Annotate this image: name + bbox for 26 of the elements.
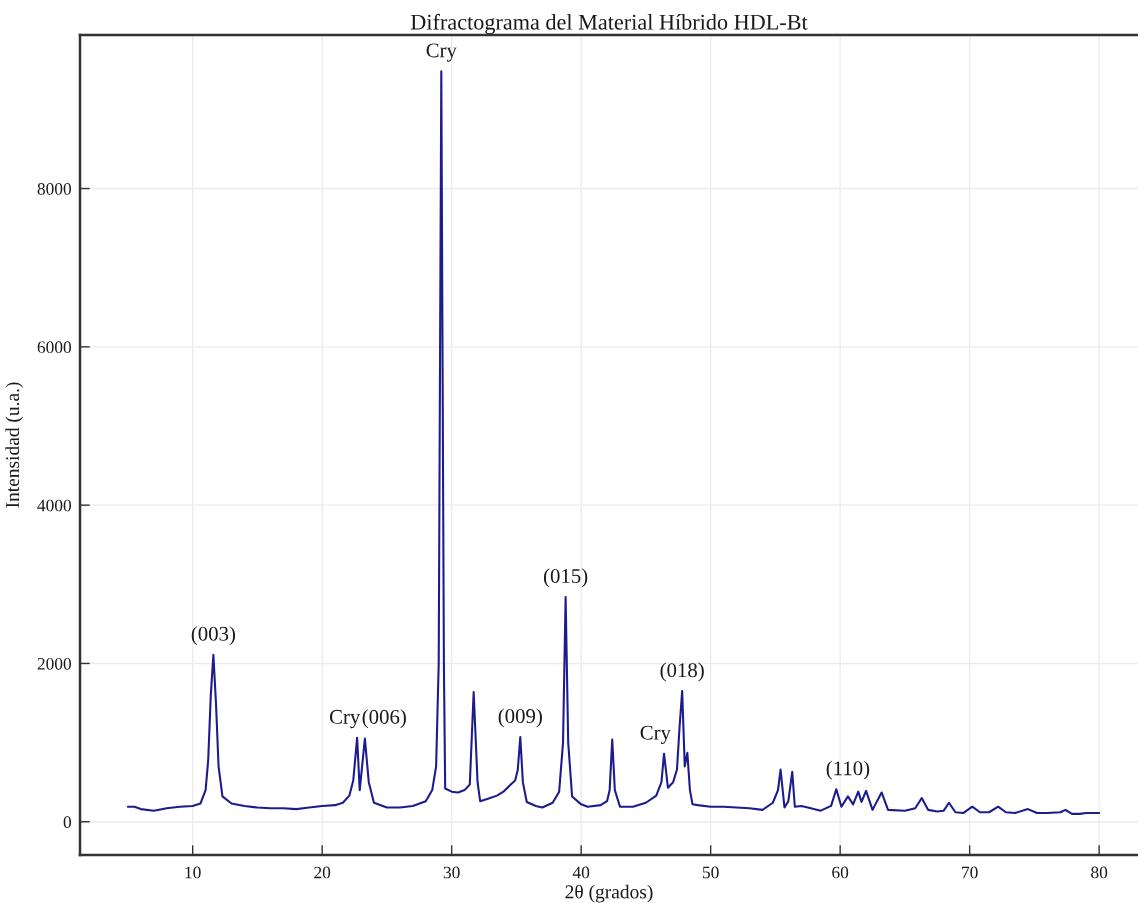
annotation: (009) [498, 708, 542, 728]
annotation: Cry [329, 709, 361, 729]
x-tick-label: 20 [314, 866, 331, 879]
chart-title: Difractograma del Material Híbrido HDL-Bt [410, 13, 808, 35]
x-tick-label: 10 [185, 866, 201, 879]
annotation: (006) [362, 709, 406, 729]
annotation: (015) [543, 568, 588, 588]
y-tick-label: 8000 [37, 183, 71, 195]
y-tick-label: 2000 [37, 657, 71, 670]
x-tick-label: 30 [443, 866, 460, 879]
y-tick-label: 6000 [37, 341, 71, 354]
x-axis-title: 2θ (grados) [565, 884, 653, 903]
x-tick-label: 80 [1091, 866, 1108, 879]
y-tick-label: 4000 [37, 499, 71, 512]
annotation: (003) [191, 626, 236, 646]
annotation: Cry [426, 43, 457, 62]
annotation: (110) [826, 760, 870, 780]
x-tick-label: 70 [962, 866, 978, 879]
y-axis-title: Intensidad (u.a.) [5, 382, 24, 508]
annotation: Cry [640, 725, 671, 744]
x-tick-label: 40 [572, 866, 590, 879]
x-tick-label: 50 [702, 866, 719, 879]
line-series [126, 70, 1101, 815]
x-tick-label: 60 [832, 866, 849, 879]
y-tick-label: 0 [63, 816, 71, 828]
annotation: (018) [660, 662, 704, 682]
